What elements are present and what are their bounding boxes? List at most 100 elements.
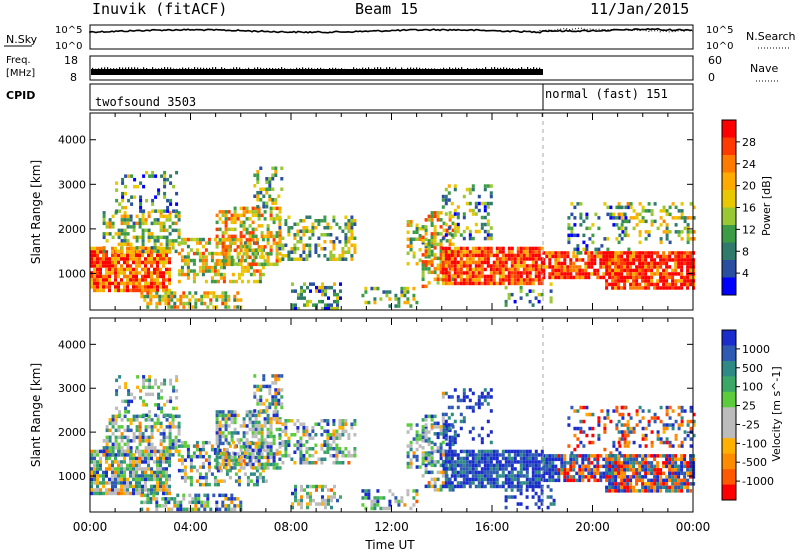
power-cell (163, 195, 167, 199)
power-cell (156, 274, 159, 279)
velocity-cell (126, 439, 130, 443)
power-cell (218, 294, 222, 299)
velocity-cell (436, 477, 440, 482)
velocity-cell (439, 442, 443, 447)
power-cell (108, 218, 112, 222)
velocity-cell (329, 454, 333, 458)
velocity-cell (224, 420, 228, 425)
power-cell (151, 202, 155, 206)
power-cell (620, 205, 624, 210)
power-cell (230, 259, 234, 263)
velocity-cell (144, 470, 147, 475)
power-cell (350, 219, 354, 223)
power-cell (590, 251, 594, 255)
power-cell (150, 274, 153, 279)
power-cell (594, 247, 598, 252)
freq-tick-mark (158, 68, 160, 71)
power-cell (204, 262, 208, 266)
velocity-cell (144, 488, 147, 492)
power-cell (677, 230, 681, 234)
power-cell (444, 212, 448, 216)
velocity-cell (251, 462, 255, 467)
power-cell (492, 271, 496, 275)
power-cell (126, 278, 129, 282)
velocity-cell (114, 453, 117, 457)
power-cell (614, 265, 618, 269)
velocity-cell (159, 439, 163, 443)
power-cell (165, 242, 169, 247)
velocity-cell (228, 444, 232, 448)
power-cell (554, 261, 558, 266)
freq-tick-mark (137, 67, 139, 70)
velocity-cell (421, 439, 425, 443)
velocity-cell (149, 497, 153, 501)
velocity-cell (442, 435, 446, 440)
velocity-cell (338, 433, 342, 437)
velocity-cell (468, 449, 472, 454)
velocity-cell (468, 470, 472, 475)
velocity-cell (123, 470, 126, 475)
power-cell (344, 240, 348, 244)
power-cell (200, 298, 204, 302)
power-cell (554, 254, 558, 259)
power-cell (674, 251, 678, 255)
power-cell (474, 246, 478, 251)
velocity-cell (441, 391, 445, 396)
power-cell (468, 233, 472, 237)
power-cell (195, 237, 199, 242)
power-cell (531, 250, 535, 254)
power-cell (498, 260, 502, 265)
velocity-cell (266, 459, 270, 463)
power-cell (323, 215, 327, 219)
power-cell (489, 246, 493, 251)
velocity-cell (323, 429, 327, 433)
power-cell (147, 260, 150, 265)
velocity-cell (430, 460, 434, 464)
power-cell (90, 278, 93, 282)
power-cell (569, 268, 573, 273)
velocity-cell (251, 466, 255, 470)
power-cell (427, 249, 431, 254)
power-cell (159, 249, 163, 254)
power-cell (418, 237, 422, 241)
velocity-cell (364, 489, 368, 493)
power-cell (444, 253, 448, 258)
power-cell (394, 304, 398, 308)
power-cell (353, 236, 357, 240)
power-cell (192, 258, 196, 263)
power-cell (269, 213, 273, 218)
power-cell (120, 249, 124, 254)
power-cell (671, 286, 675, 290)
power-cell (353, 250, 357, 254)
velocity-cell (277, 377, 281, 382)
power-cell (161, 298, 165, 302)
power-cell (219, 276, 223, 280)
power-cell (531, 260, 535, 265)
power-cell (430, 249, 434, 254)
velocity-cell (271, 395, 275, 399)
power-cell (324, 285, 327, 290)
power-cell (99, 264, 102, 268)
velocity-cell (433, 477, 437, 482)
power-cell (415, 230, 419, 234)
velocity-cell (483, 449, 487, 454)
power-cell (123, 239, 127, 243)
velocity-cell (421, 428, 425, 433)
velocity-cell (596, 478, 600, 483)
power-cell (275, 241, 279, 246)
velocity-cell (341, 454, 345, 458)
velocity-cell (245, 448, 249, 453)
power-cell (665, 279, 669, 283)
power-cell (480, 250, 484, 254)
power-cell (554, 272, 558, 276)
velocity-cell (534, 460, 538, 464)
power-cell (329, 254, 333, 258)
velocity-cell (260, 441, 264, 446)
velocity-cell (204, 472, 208, 476)
power-cell (138, 271, 141, 275)
power-cell (278, 257, 282, 261)
power-cell (183, 255, 187, 259)
velocity-cell (142, 382, 146, 386)
power-cell (350, 226, 354, 230)
power-cell (606, 205, 610, 210)
